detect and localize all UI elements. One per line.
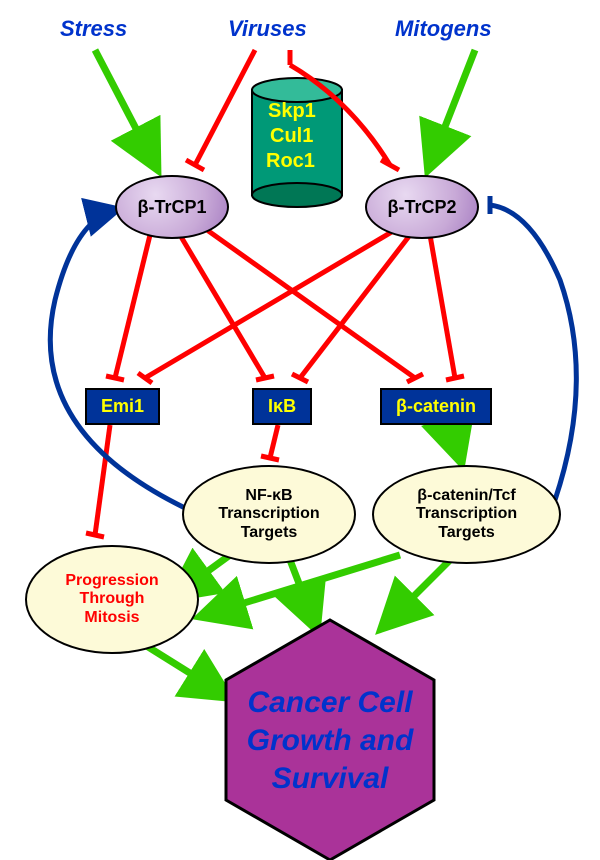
- label-cul1: Cul1: [270, 125, 313, 148]
- bcat-box: β-catenin: [380, 388, 492, 425]
- inhibit-virus-btrcp1: [186, 50, 255, 170]
- btrcp1-beta: β: [137, 197, 148, 217]
- label-stress: Stress: [60, 16, 127, 42]
- arrow-stress-to-btrcp1: [95, 50, 155, 165]
- arrow-mitogens-to-btrcp2: [430, 50, 475, 165]
- bcat-beta: β: [396, 396, 407, 416]
- mitosis-l1: Progression: [65, 572, 158, 590]
- tcf-transcription: Transcription: [416, 505, 517, 523]
- btrcp2-node: β-TrCP2: [365, 175, 479, 239]
- nfkb-prefix: NF-: [245, 487, 272, 504]
- arrow-mitosis-cancer: [145, 645, 225, 695]
- label-mitogens: Mitogens: [395, 16, 492, 42]
- ikb-b: B: [283, 396, 296, 416]
- bcat-rest: -catenin: [407, 396, 476, 416]
- label-viruses: Viruses: [228, 16, 307, 42]
- inhibit-trcp1-emi1: [106, 235, 150, 380]
- inhibit-ikb-nfkb: [261, 425, 279, 460]
- nfkb-kappa: κ: [272, 487, 281, 504]
- feedback-tcf-trcp2: [490, 196, 576, 500]
- hex-line2: Growth and: [247, 724, 414, 757]
- ikb-kappa: κ: [273, 396, 283, 416]
- inhibit-trcp2-bcat: [430, 235, 464, 380]
- mitosis-l2: Through: [65, 590, 158, 608]
- emi1-box: Emi1: [85, 388, 160, 425]
- arrow-nfkb-cancer: [290, 560, 315, 625]
- hex-line3: Survival: [272, 762, 389, 795]
- inhibit-trcp1-bcat: [200, 225, 423, 382]
- nfkb-targets: Targets: [218, 524, 319, 542]
- tcf-oval: β-catenin/Tcf Transcription Targets: [372, 465, 561, 564]
- btrcp1-rest: -TrCP1: [148, 197, 206, 217]
- tcf-targets: Targets: [416, 524, 517, 542]
- tcf-line1: β-catenin/Tcf: [416, 487, 517, 505]
- mitosis-oval: Progression Through Mitosis: [25, 545, 199, 654]
- arrow-tcf-cancer: [385, 560, 450, 625]
- nfkb-suffix: B: [281, 487, 293, 504]
- nfkb-oval: NF-κB Transcription Targets: [182, 465, 356, 564]
- nfkb-transcription: Transcription: [218, 505, 319, 523]
- ikb-box: IκB: [252, 388, 312, 425]
- btrcp2-beta: β: [387, 197, 398, 217]
- hex-line1: Cancer Cell: [247, 686, 413, 719]
- mitosis-l3: Mitosis: [65, 609, 158, 627]
- btrcp1-node: β-TrCP1: [115, 175, 229, 239]
- label-roc1: Roc1: [266, 150, 315, 173]
- arrow-bcat-to-tcf: [450, 425, 460, 458]
- btrcp2-rest: -TrCP2: [398, 197, 456, 217]
- label-skp1: Skp1: [268, 100, 316, 123]
